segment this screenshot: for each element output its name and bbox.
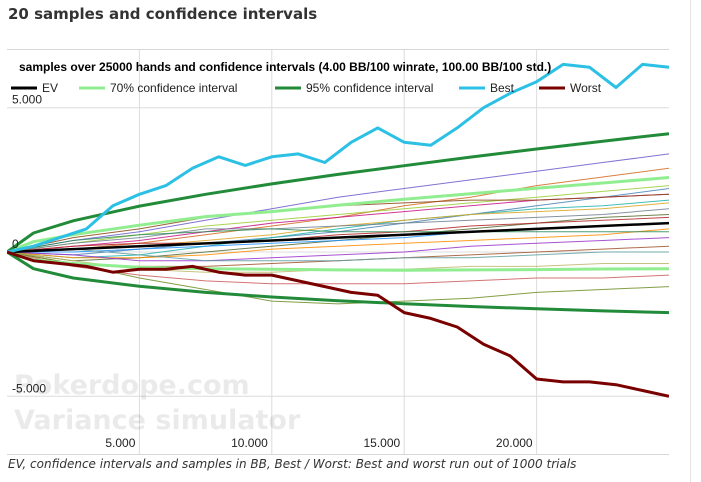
x-tick-label: 20.000 — [496, 436, 533, 450]
ev-line — [7, 221, 669, 254]
legend-label: Best — [490, 81, 515, 95]
ci95-line — [7, 132, 669, 254]
sample-line — [7, 185, 669, 253]
x-tick-label: 10.000 — [231, 436, 268, 450]
x-tick-label: 5.000 — [105, 436, 135, 450]
sample-line — [7, 216, 669, 253]
best-line — [7, 62, 669, 254]
worst-line — [7, 250, 669, 398]
sample-line — [7, 248, 669, 262]
legend-label: 70% confidence interval — [110, 81, 237, 95]
x-tick-label: 15.000 — [363, 436, 400, 450]
ci95-line — [7, 250, 669, 315]
y-tick-label: -5.000 — [12, 381, 46, 395]
sample-line — [7, 237, 669, 262]
variance-chart: samples over 25000 hands and confidence … — [7, 50, 669, 454]
chart-container: samples over 25000 hands and confidence … — [7, 49, 669, 455]
page-divider — [690, 0, 691, 482]
sample-line — [7, 228, 669, 253]
legend-label: Worst — [570, 81, 602, 95]
sample-line — [7, 193, 669, 253]
legend-label: EV — [42, 81, 58, 95]
chart-title: samples over 25000 hands and confidence … — [19, 60, 551, 74]
sample-line — [7, 228, 669, 259]
sample-line — [7, 153, 669, 253]
sample-line — [7, 208, 669, 253]
page-title: 20 samples and confidence intervals — [8, 5, 318, 23]
chart-caption: EV, confidence intervals and samples in … — [8, 457, 577, 471]
legend-label: 95% confidence interval — [306, 81, 433, 95]
y-tick-label: 5.000 — [12, 93, 42, 107]
sample-line — [7, 199, 669, 259]
y-tick-label: 0 — [12, 237, 19, 251]
watermark-line-1: Pokerdope.com — [14, 370, 250, 401]
watermark-line-2: Variance simulator — [14, 405, 301, 436]
